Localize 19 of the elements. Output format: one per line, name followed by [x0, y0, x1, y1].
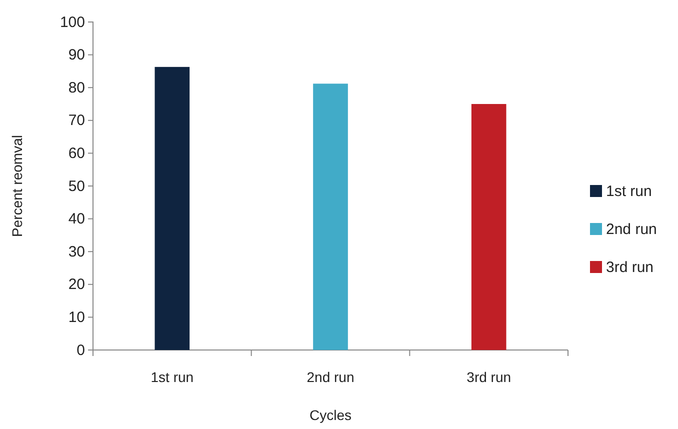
y-tick-label: 30 — [68, 243, 85, 260]
y-axis-title: Percent reomval — [9, 135, 25, 237]
y-tick-label: 60 — [68, 145, 85, 162]
y-tick-label: 50 — [68, 178, 85, 195]
y-tick-label: 70 — [68, 112, 85, 130]
x-tick-label: 2nd run — [306, 368, 354, 385]
legend-label: 3rd run — [606, 259, 654, 276]
y-tick-label: 100 — [60, 14, 85, 31]
legend-label: 2nd run — [606, 221, 657, 238]
legend-label: 1st run — [606, 183, 652, 200]
x-tick-label: 3rd run — [466, 368, 512, 385]
y-tick-label: 80 — [68, 79, 85, 96]
y-tick-label: 90 — [68, 46, 85, 64]
y-tick-label: 20 — [68, 276, 85, 294]
y-tick-label: 40 — [68, 210, 85, 228]
y-tick-label: 10 — [68, 309, 85, 326]
x-tick-label: 1st run — [150, 368, 194, 385]
x-axis-title: Cycles — [309, 407, 352, 423]
y-tick-label: 0 — [76, 342, 85, 359]
